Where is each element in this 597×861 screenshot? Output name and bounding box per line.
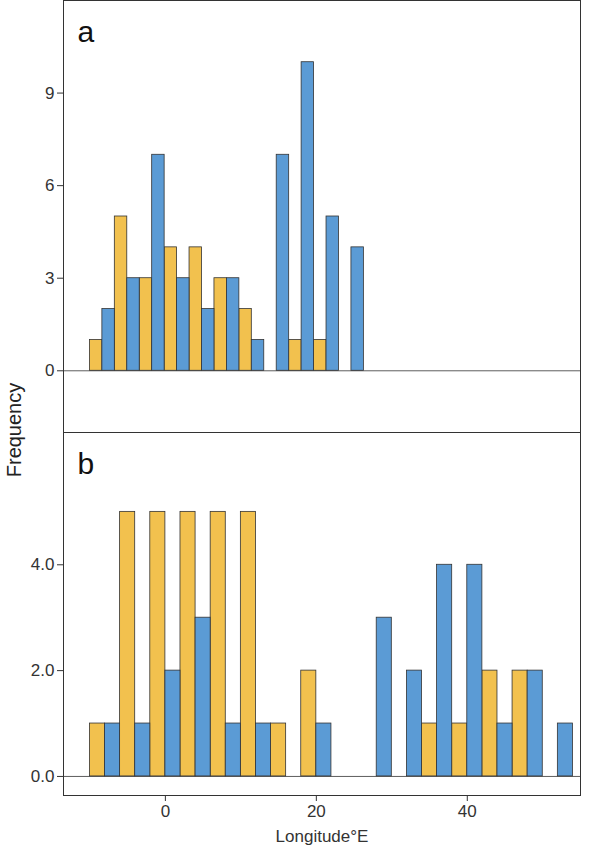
html-text:Frequency: Frequency (2, 382, 25, 478)
svg-text:a: a (78, 15, 95, 48)
svg-text:40: 40 (458, 802, 477, 821)
svg-text:0: 0 (45, 361, 54, 380)
svg-text:2.0: 2.0 (31, 661, 55, 680)
svg-text:3: 3 (45, 269, 54, 288)
svg-text:b: b (78, 447, 95, 480)
svg-text:4.0: 4.0 (31, 555, 55, 574)
svg-text:0: 0 (161, 802, 170, 821)
svg-text:9: 9 (45, 84, 54, 103)
svg-text:Longitude°E: Longitude°E (276, 827, 369, 846)
svg-text:6: 6 (45, 176, 54, 195)
svg-text:20: 20 (307, 802, 326, 821)
svg-text:0.0: 0.0 (31, 767, 55, 786)
